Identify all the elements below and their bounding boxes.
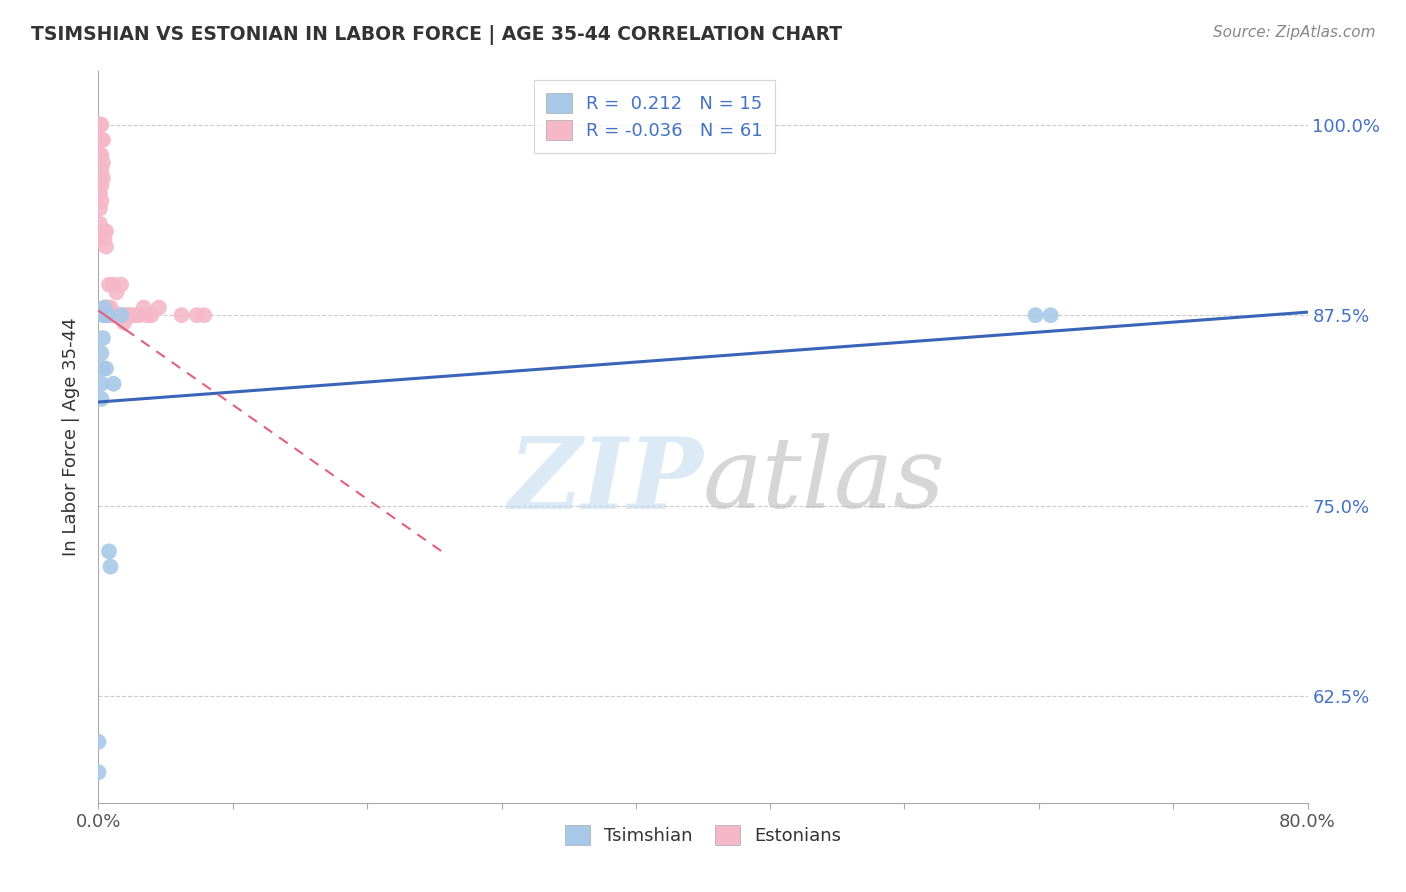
Point (90, 376, 112, 391)
Point (141, 308, 163, 322)
Point (111, 308, 134, 322)
Point (91, 331, 114, 345)
Point (193, 308, 215, 322)
Point (87, 118, 110, 132)
Point (125, 308, 148, 322)
Point (89, 118, 111, 132)
Point (90, 133, 112, 147)
Point (90, 178, 112, 193)
Point (93, 232, 115, 246)
Point (91, 155, 114, 169)
Point (89, 118, 111, 132)
Point (94, 224, 117, 238)
Point (107, 308, 129, 322)
Point (91, 171, 114, 186)
Point (87, 118, 110, 132)
Point (89, 148, 111, 162)
Point (91, 361, 114, 376)
Point (89, 232, 111, 246)
Point (1039, 308, 1062, 322)
Point (103, 277, 125, 292)
Point (186, 308, 208, 322)
Point (98, 277, 121, 292)
Point (115, 308, 138, 322)
Point (135, 308, 157, 322)
Point (148, 301, 170, 315)
Point (89, 186, 111, 201)
Point (90, 346, 112, 360)
Point (87, 118, 110, 132)
Point (87, 118, 110, 132)
Point (94, 308, 117, 322)
Point (110, 277, 132, 292)
Point (91, 133, 114, 147)
Point (93, 308, 115, 322)
Point (103, 308, 125, 322)
Point (100, 301, 122, 315)
Point (170, 308, 193, 322)
Point (118, 308, 141, 322)
Legend: Tsimshian, Estonians: Tsimshian, Estonians (557, 818, 849, 852)
Point (90, 194, 112, 208)
Text: atlas: atlas (703, 434, 946, 529)
Point (89, 171, 111, 186)
Point (94, 239, 117, 253)
Point (91, 224, 114, 238)
Point (98, 308, 121, 322)
Text: Source: ZipAtlas.com: Source: ZipAtlas.com (1212, 25, 1375, 40)
Point (105, 285, 128, 300)
Point (87, 178, 110, 193)
Point (91, 308, 114, 322)
Point (93, 224, 115, 238)
Point (89, 118, 111, 132)
Point (90, 392, 112, 406)
Point (89, 217, 111, 231)
Point (96, 308, 118, 322)
Point (96, 301, 118, 315)
Point (104, 308, 127, 322)
Point (108, 308, 131, 322)
Point (90, 163, 112, 178)
Point (90, 148, 112, 162)
Point (101, 308, 124, 322)
Point (87, 118, 110, 132)
Point (121, 308, 143, 322)
Point (87, 171, 110, 186)
Point (112, 316, 135, 330)
Point (90, 118, 112, 132)
Point (94, 361, 117, 376)
Point (132, 301, 155, 315)
Point (87, 163, 110, 178)
Point (100, 559, 122, 574)
Point (1024, 308, 1046, 322)
Point (89, 202, 111, 216)
Point (98, 544, 121, 558)
Text: ZIP: ZIP (508, 433, 703, 529)
Point (103, 376, 125, 391)
Point (96, 308, 118, 322)
Point (94, 301, 117, 315)
Point (93, 301, 115, 315)
Y-axis label: In Labor Force | Age 35-44: In Labor Force | Age 35-44 (62, 318, 80, 557)
Point (87, 735, 110, 749)
Point (87, 118, 110, 132)
Point (87, 765, 110, 780)
Text: TSIMSHIAN VS ESTONIAN IN LABOR FORCE | AGE 35-44 CORRELATION CHART: TSIMSHIAN VS ESTONIAN IN LABOR FORCE | A… (31, 25, 842, 45)
Point (110, 308, 132, 322)
Point (128, 308, 150, 322)
